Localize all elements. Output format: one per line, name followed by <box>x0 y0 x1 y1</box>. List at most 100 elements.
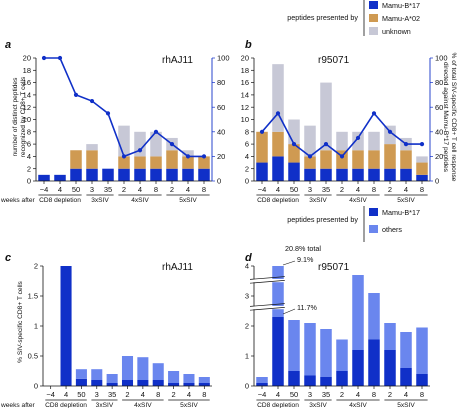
y-tick-label-a-7: 14 <box>23 91 31 100</box>
y-tick-label-d-0: 0 <box>245 382 249 391</box>
panel-d-title: r95071 <box>318 262 350 273</box>
bar-a-mamu-b-17-6 <box>134 168 146 181</box>
axis-break-gap-1 <box>250 306 286 310</box>
y-tick-label-a-9: 18 <box>23 66 31 75</box>
bar-b-mamu-b-17-5 <box>336 168 348 181</box>
bar-d-others-1 <box>272 266 284 317</box>
bar-b-mamu-b-17-7 <box>368 168 380 181</box>
y-tick-label-b-4: 8 <box>245 127 249 136</box>
bar-a-mamu-a-02-10 <box>198 156 210 169</box>
x-tick-label-b-10: 8 <box>420 185 424 194</box>
bar-b-mamu-a-02-9 <box>400 150 412 169</box>
bar-c-others-7 <box>152 363 164 380</box>
y-tick-label-b-6: 12 <box>241 103 249 112</box>
bar-a-mamu-b-17-9 <box>182 168 194 181</box>
bar-d-mamu-b-17-7 <box>368 339 380 386</box>
axis-break-gap-0 <box>250 279 286 283</box>
x-tick-label-c-4: 35 <box>108 390 116 399</box>
panel-a-y-axis-title: number of distinct peptidesrecognized by… <box>12 76 27 157</box>
panel-letter-c: c <box>5 252 11 264</box>
legend-bottom-swatch-1 <box>369 208 378 216</box>
y2-tick-label-b-2: 40 <box>435 127 443 136</box>
x-tick-label-c-5: 2 <box>125 390 129 399</box>
bar-b-mamu-b-17-0 <box>256 162 268 181</box>
x-tick-label-d-4: 35 <box>322 390 330 399</box>
plot-a: 0 2 4 6 8 10 12 14 16 18 20 −4 4 50 3 35 2 4 8 2 4 8 CD8 deple… <box>0 54 230 204</box>
bar-c-others-3 <box>91 369 103 380</box>
y-tick-label-d-4: 4 <box>245 262 249 271</box>
group-label-d-3: 5xSIV <box>397 402 415 408</box>
bar-b-unknown-2 <box>288 119 300 145</box>
bar-d-mamu-b-17-5 <box>336 371 348 386</box>
panel-a-title: rhAJ11 <box>162 55 193 66</box>
bar-b-mamu-b-17-3 <box>304 168 316 181</box>
legend-top-swatch-2 <box>369 14 378 22</box>
group-label-b-0: CD8 depletion <box>257 197 299 204</box>
y-tick-label-b-3: 6 <box>245 140 249 149</box>
x-tick-label-b-7: 8 <box>372 185 376 194</box>
panel-c-y-axis-title: % SIV-specific CD8+ T cells <box>17 280 24 362</box>
panel-d-annotation-top-line <box>282 260 296 266</box>
line-point-b-10 <box>419 142 425 147</box>
x-tick-label-b-9: 4 <box>404 185 408 194</box>
group-label-c-2: 4xSIV <box>134 402 152 408</box>
bar-b-unknown-7 <box>368 131 380 151</box>
line-point-a-0 <box>41 55 47 61</box>
x-tick-label-b-6: 4 <box>356 185 360 194</box>
group-label-a-1: 3xSIV <box>91 197 109 204</box>
group-label-a-2: 4xSIV <box>131 197 149 204</box>
y2-tick-label-b-4: 80 <box>435 78 443 87</box>
group-label-a-0: CD8 depletion <box>39 197 81 204</box>
panel-d-annotation-top: 9.1% <box>297 255 314 264</box>
bar-d-mamu-b-17-10 <box>416 374 428 386</box>
plot-c: 0 0.5 1 1.5 2 −4 4 50 3 35 2 4 8 2 4 8 CD8 depletion 3xSI… <box>0 262 212 408</box>
panel-letter-a: a <box>5 39 11 51</box>
bar-d-mamu-b-17-3 <box>304 375 316 386</box>
y-tick-label-b-8: 16 <box>241 78 249 87</box>
bar-b-mamu-b-17-9 <box>400 168 412 181</box>
bar-b-unknown-4 <box>320 82 332 151</box>
bar-a-unknown-3 <box>86 144 98 151</box>
line-point-a-1 <box>57 55 63 61</box>
bar-b-unknown-6 <box>352 131 364 151</box>
group-label-b-2: 4xSIV <box>349 197 367 204</box>
y-tick-label-b-2: 4 <box>245 152 249 161</box>
bar-c-others-6 <box>137 357 149 380</box>
bar-a-mamu-a-02-6 <box>134 156 146 169</box>
bar-d-others-5 <box>336 339 348 371</box>
bar-a-mamu-a-02-8 <box>166 150 178 169</box>
bar-c-mamu-b-17-9 <box>183 383 195 386</box>
bar-b-mamu-a-02-0 <box>256 131 268 163</box>
bar-b-mamu-a-02-5 <box>336 150 348 169</box>
bar-c-others-9 <box>183 374 195 383</box>
y-tick-label-a-8: 16 <box>23 78 31 87</box>
x-tick-label-a-7: 8 <box>154 185 158 194</box>
y-tick-label-c-0: 0 <box>34 382 38 391</box>
bar-a-mamu-a-02-9 <box>182 156 194 169</box>
y2-tick-label-b-5: 100 <box>435 54 448 63</box>
y2-tick-label-a-3: 60 <box>217 103 225 112</box>
bar-a-mamu-a-02-7 <box>150 156 162 169</box>
x-tick-label-a-5: 2 <box>122 185 126 194</box>
legend-bottom-label-2: others <box>382 225 402 234</box>
x-tick-label-c-0: −4 <box>46 390 55 399</box>
panel-d-annotation-total: 20.8% total <box>285 244 321 253</box>
legend-top-swatch-3 <box>369 27 378 35</box>
x-tick-label-a-1: 4 <box>58 185 62 194</box>
group-label-d-2: 4xSIV <box>349 402 367 408</box>
group-label-a-3: 5xSIV <box>179 197 197 204</box>
plot-d: 0 1 2 3 4 −4 4 50 3 35 2 4 8 2 4 8 CD8 depletion 3xSIV 4xS… <box>245 262 430 408</box>
bar-a-unknown-9 <box>182 150 194 157</box>
bar-b-mamu-a-02-1 <box>272 131 284 157</box>
y-tick-label-b-7: 14 <box>241 91 249 100</box>
panel-b-title: r95071 <box>318 55 350 66</box>
bar-b-unknown-10 <box>416 156 428 163</box>
line-point-b-1 <box>275 111 281 116</box>
line-point-b-4 <box>323 142 329 147</box>
bar-a-unknown-6 <box>134 131 146 157</box>
bar-c-others-8 <box>168 371 180 383</box>
bar-d-others-3 <box>304 323 316 376</box>
bar-b-mamu-a-02-8 <box>384 144 396 169</box>
x-tick-label-a-2: 50 <box>72 185 80 194</box>
